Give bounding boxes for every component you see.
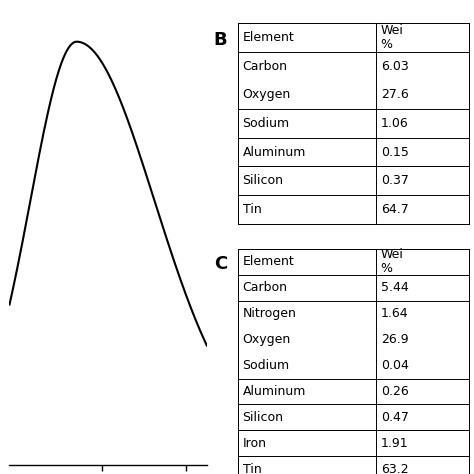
Text: Oxygen: Oxygen	[243, 333, 291, 346]
Text: 5.44: 5.44	[381, 281, 409, 294]
Text: 0.47: 0.47	[381, 411, 409, 424]
Text: Carbon: Carbon	[243, 60, 288, 73]
Text: 0.26: 0.26	[381, 385, 409, 398]
Text: 6.03: 6.03	[381, 60, 409, 73]
Text: Carbon: Carbon	[243, 281, 288, 294]
Text: 1.91: 1.91	[381, 437, 408, 450]
Text: 0.37: 0.37	[381, 174, 409, 187]
Text: 26.9: 26.9	[381, 333, 408, 346]
Text: Tin: Tin	[243, 203, 261, 216]
Text: 27.6: 27.6	[381, 88, 409, 101]
Text: B: B	[214, 31, 227, 49]
Text: Silicon: Silicon	[243, 411, 283, 424]
Text: C: C	[214, 255, 227, 273]
Text: Nitrogen: Nitrogen	[243, 307, 296, 320]
Text: Aluminum: Aluminum	[243, 385, 306, 398]
Text: Aluminum: Aluminum	[243, 146, 306, 159]
Text: Iron: Iron	[243, 437, 266, 450]
Text: 1.06: 1.06	[381, 117, 409, 130]
Text: Oxygen: Oxygen	[243, 88, 291, 101]
Text: Sodium: Sodium	[243, 117, 290, 130]
Text: Element: Element	[243, 31, 294, 44]
Text: 0.15: 0.15	[381, 146, 409, 159]
Text: Silicon: Silicon	[243, 174, 283, 187]
Text: Tin: Tin	[243, 463, 261, 474]
Text: 63.2: 63.2	[381, 463, 408, 474]
Text: 1.64: 1.64	[381, 307, 408, 320]
Text: Wei
%: Wei %	[381, 248, 403, 275]
Text: Wei
%: Wei %	[381, 24, 403, 51]
Text: Sodium: Sodium	[243, 359, 290, 372]
Text: 64.7: 64.7	[381, 203, 409, 216]
Text: 0.04: 0.04	[381, 359, 409, 372]
Text: Element: Element	[243, 255, 294, 268]
